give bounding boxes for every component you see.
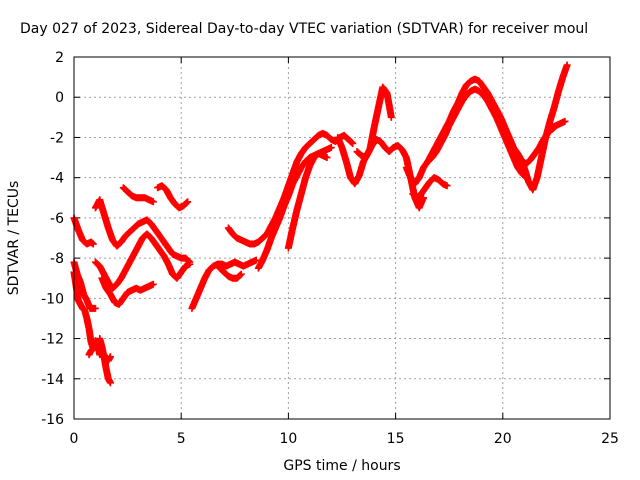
x-tick-label: 20 — [494, 431, 512, 447]
data-point — [443, 182, 451, 190]
data-layer — [70, 61, 571, 387]
series-arc-23 — [548, 117, 569, 133]
x-tick-label: 10 — [279, 431, 297, 447]
data-point — [327, 144, 335, 151]
y-tick-label: -14 — [41, 372, 64, 388]
plot-frame — [73, 56, 611, 420]
data-point — [91, 304, 99, 312]
data-point — [183, 199, 191, 207]
series-arc-20 — [409, 174, 451, 202]
x-tick-label: 0 — [70, 431, 79, 447]
series-arc-22 — [516, 61, 571, 194]
y-tick-label: -8 — [50, 251, 64, 267]
data-point — [186, 260, 194, 268]
x-tick-label: 15 — [387, 431, 405, 447]
y-axis-title: SDTVAR / TECUs — [6, 181, 22, 296]
data-point — [387, 113, 395, 121]
series-arc-13 — [216, 264, 245, 282]
data-point — [563, 61, 571, 69]
tick-layer: 0 5 10 15 20 25 -16 -14 -12 -10 -8 -6 -4 -2 0 2 — [41, 50, 619, 447]
series-arc-8 — [91, 230, 194, 292]
data-point — [236, 271, 244, 279]
series-arc-17 — [334, 133, 427, 212]
chart-title: Day 027 of 2023, Sidereal Day-to-day VTE… — [20, 21, 588, 37]
y-tick-label: -2 — [50, 130, 64, 146]
y-tick-label: 2 — [55, 50, 64, 66]
data-point — [349, 139, 357, 147]
x-axis-title: GPS time / hours — [283, 458, 400, 474]
data-point — [184, 198, 192, 206]
series-arc-16 — [284, 150, 331, 252]
x-tick-label: 25 — [601, 431, 619, 447]
grid-layer — [74, 57, 610, 419]
data-point — [106, 353, 114, 361]
series-arc-1 — [70, 214, 97, 248]
data-point — [106, 379, 114, 387]
y-tick-label: -10 — [41, 291, 64, 307]
data-point — [149, 198, 157, 206]
data-point — [348, 139, 356, 147]
data-point — [149, 280, 157, 288]
y-tick-label: -6 — [50, 211, 64, 227]
y-tick-label: 0 — [55, 90, 64, 106]
series-arc-18 — [353, 83, 395, 162]
data-point — [237, 270, 245, 278]
series-arc-6 — [100, 351, 114, 365]
series-arc-11 — [154, 182, 192, 212]
data-point — [252, 256, 260, 264]
y-tick-label: -16 — [41, 412, 64, 428]
series-arc-21 — [424, 85, 530, 182]
y-tick-label: -4 — [50, 171, 64, 187]
y-tick-label: -12 — [41, 332, 64, 348]
data-point — [561, 117, 569, 125]
x-tick-label: 5 — [177, 431, 186, 447]
series-arc-12 — [188, 256, 260, 312]
data-point — [89, 240, 97, 248]
series-arc-9 — [98, 274, 157, 308]
data-point — [323, 154, 331, 162]
series-arc-10 — [119, 184, 157, 206]
